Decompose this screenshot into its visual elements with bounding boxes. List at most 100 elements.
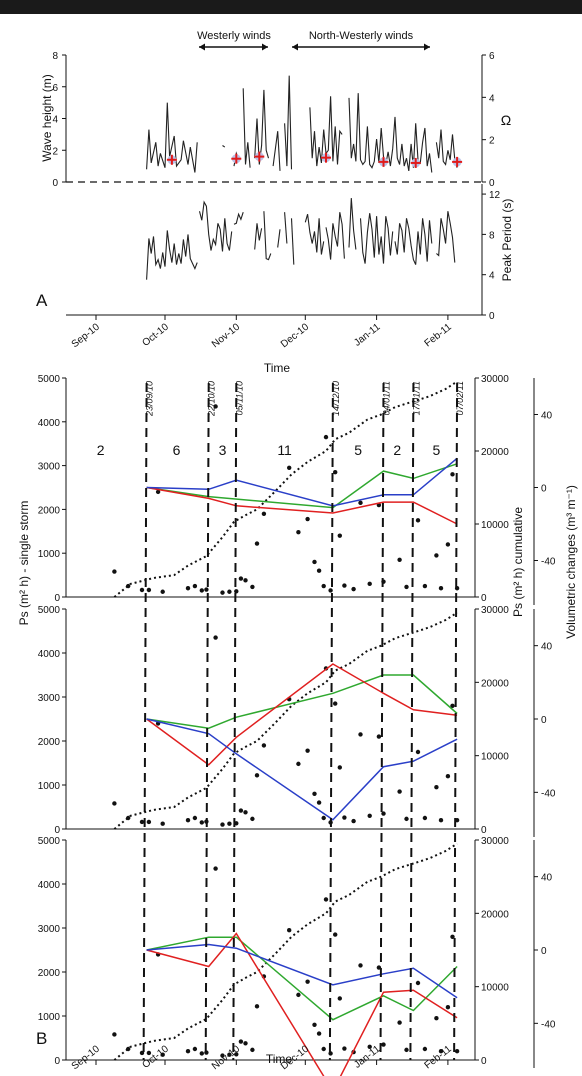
- storm-count-label: 11: [277, 442, 292, 458]
- storm-dot: [234, 1052, 239, 1057]
- storm-dot: [250, 816, 255, 822]
- single-storm-tick-label: 5000: [38, 605, 61, 616]
- storm-dot: [238, 576, 244, 581]
- storm-dot: [316, 800, 322, 805]
- peak-period-line: [359, 213, 394, 264]
- single-storm-tick-label: 2000: [38, 505, 61, 516]
- storm-date-line: [409, 382, 415, 1061]
- cumulative-line: [113, 842, 458, 1061]
- storm-date-line: [379, 382, 385, 1061]
- storm-dot: [139, 587, 145, 593]
- month-tick-label: Oct-10: [140, 1043, 171, 1070]
- peak-period-line: [348, 198, 357, 250]
- storm-dot: [321, 815, 326, 821]
- storm-dot: [323, 897, 329, 902]
- single-storm-tick-label: 3000: [38, 924, 61, 935]
- storm-dot: [261, 511, 267, 516]
- storm-dot: [323, 434, 329, 440]
- cumulative-tick-label: 0: [481, 593, 487, 604]
- wave-tick-label: 8: [52, 51, 58, 62]
- peak-period-ticks: 0 4 8 12: [482, 190, 501, 322]
- single-storm-tick-label: 4000: [38, 880, 61, 891]
- storm-dot: [381, 1042, 386, 1047]
- storm-dot: [351, 586, 356, 592]
- storm-dot: [312, 559, 317, 565]
- storm-dot: [312, 791, 317, 796]
- storm-count-label: 5: [354, 442, 362, 458]
- storm-dot: [296, 529, 301, 535]
- single-storm-tick-label: 4000: [38, 649, 61, 660]
- wave-height-line: [222, 145, 226, 148]
- volumetric-tick-label: 40: [541, 873, 553, 884]
- peak-period-line: [394, 218, 433, 265]
- omega-ticks: 0 2 4 6: [482, 51, 495, 189]
- peak-period-line: [146, 230, 198, 280]
- wave-tick-label: 4: [52, 115, 58, 126]
- single-storm-tick-label: 3000: [38, 462, 61, 473]
- volumetric-tick-label: 40: [541, 642, 553, 653]
- storm-dot: [112, 801, 117, 806]
- storm-dot: [445, 774, 451, 779]
- single-storm-tick-label: 0: [54, 825, 60, 836]
- storm-date-line: [142, 382, 148, 1061]
- storm-dot: [337, 765, 342, 770]
- storm-dot: [450, 472, 455, 477]
- storm-dot: [213, 404, 218, 409]
- storm-dot: [422, 1046, 428, 1052]
- storm-dot: [454, 1049, 460, 1054]
- storm-date-label: 14/12/10: [331, 381, 341, 416]
- storm-dot: [250, 584, 255, 590]
- green-volumetric-line: [146, 463, 458, 509]
- storm-date-line: [232, 382, 238, 1061]
- storm-dot: [367, 1044, 372, 1050]
- storm-dot: [328, 1051, 333, 1056]
- month-tick-label: Nov-10: [210, 321, 243, 350]
- storm-count-label: 5: [433, 442, 441, 458]
- panel-b-label: B: [36, 1029, 47, 1048]
- panel-b-subplot-3: 0 1000 2000 3000 4000 5000 0 10000 20000 30000 -40…: [38, 836, 556, 1076]
- storm-dot: [261, 743, 267, 748]
- storm-dot: [397, 789, 402, 794]
- panel-a-label: A: [36, 291, 48, 310]
- storm-dot: [422, 583, 428, 589]
- storm-dot: [434, 1016, 439, 1021]
- storm-dot: [328, 588, 333, 593]
- storm-count-label: 2: [97, 442, 105, 458]
- storm-dot: [454, 586, 460, 591]
- cumulative-tick-label: 0: [481, 1056, 487, 1067]
- single-storm-tick-label: 5000: [38, 836, 61, 847]
- storm-dot: [287, 928, 292, 933]
- storm-dot: [358, 732, 363, 737]
- storm-dot: [199, 588, 204, 593]
- panel-b-subplot-2: 0 1000 2000 3000 4000 5000 0 10000 20000 30000 -40…: [38, 605, 556, 837]
- single-storm-tick-label: 3000: [38, 693, 61, 704]
- cumulative-line: [113, 611, 458, 830]
- storm-dot: [185, 586, 191, 591]
- period-tick-label: 12: [489, 190, 501, 201]
- northwesterly-arrow-left-head: [292, 43, 298, 51]
- header-bar: [0, 0, 582, 14]
- storm-dot: [199, 1051, 204, 1056]
- storm-dot: [254, 773, 260, 778]
- storm-dot: [434, 785, 439, 790]
- westerly-winds-label: Westerly winds: [197, 30, 271, 42]
- month-tick-label: Feb-11: [423, 1043, 455, 1071]
- storm-dot: [238, 808, 244, 813]
- storm-dot: [204, 587, 209, 592]
- storm-date-line: [328, 382, 334, 1061]
- storm-dot: [185, 818, 191, 823]
- storm-dot: [146, 1050, 152, 1056]
- storm-dot: [220, 590, 225, 595]
- month-tick-label: Nov-10: [210, 1043, 243, 1072]
- storm-dot: [220, 1053, 225, 1058]
- peak-period-line: [304, 214, 325, 255]
- peak-period-line: [233, 212, 244, 225]
- storm-dot: [367, 581, 372, 587]
- single-storm-axis-label: Ps (m² h) - single storm: [17, 501, 31, 626]
- period-tick-label: 0: [489, 311, 495, 322]
- wave-tick-label: 0: [52, 178, 58, 189]
- storm-dot: [192, 815, 198, 821]
- storm-dot: [254, 541, 260, 546]
- wave-height-line: [242, 88, 251, 168]
